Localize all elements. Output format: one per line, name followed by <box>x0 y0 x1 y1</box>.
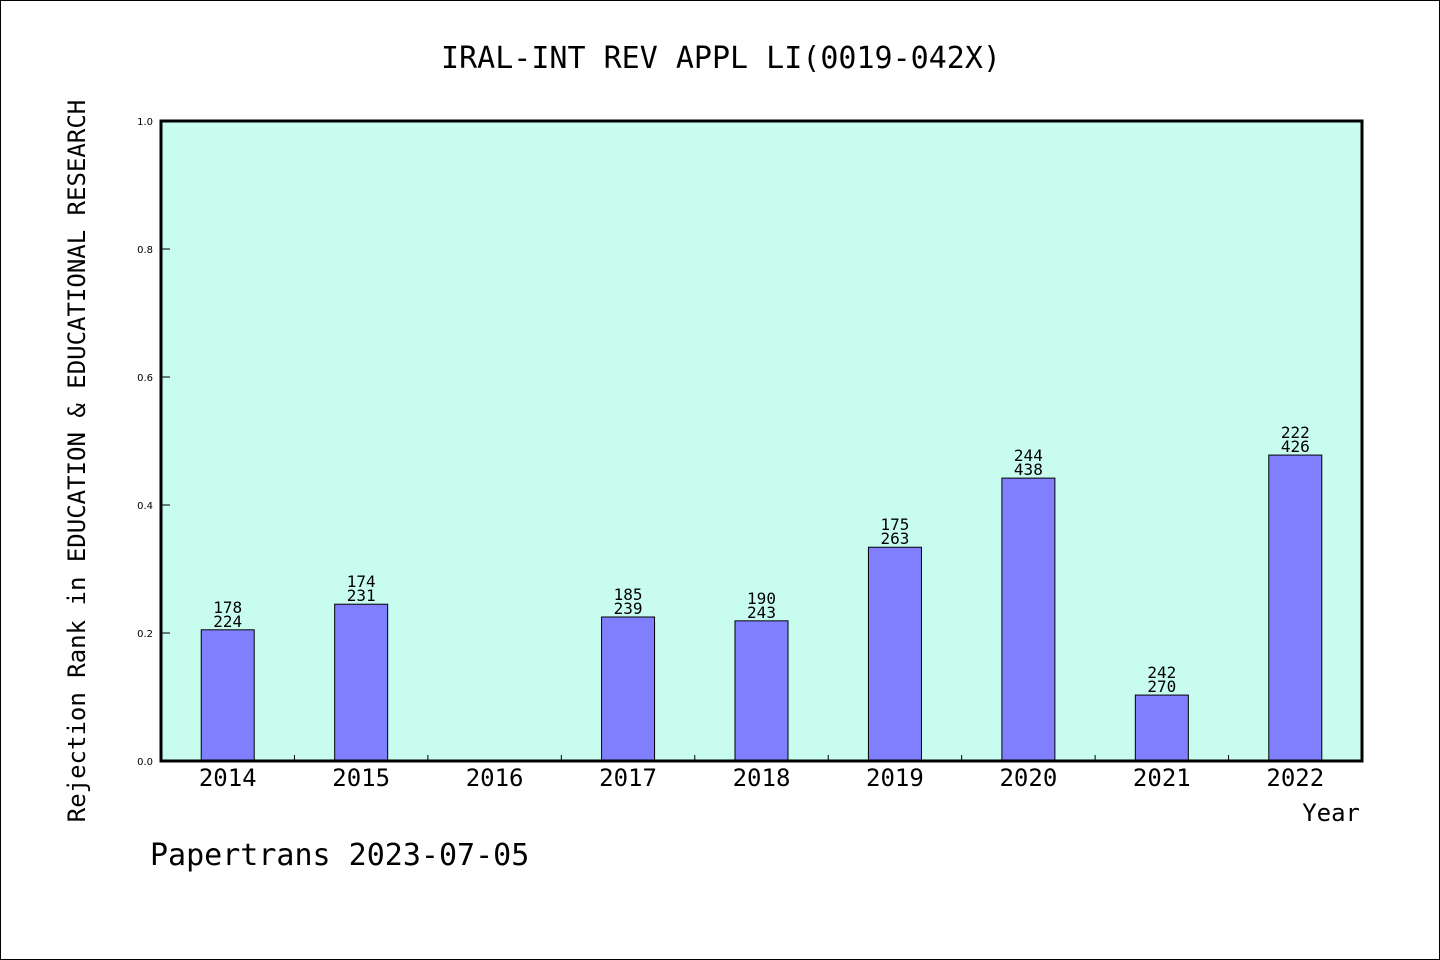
bar-label-top: 242 <box>1147 663 1176 682</box>
y-tick-label: 0.4 <box>137 501 153 512</box>
x-tick-label: 2016 <box>466 764 524 792</box>
x-tick-label: 2019 <box>866 764 924 792</box>
bar-label-bottom: 243 <box>747 603 776 622</box>
y-tick-label: 0.2 <box>137 629 153 640</box>
bar-label-top: 175 <box>880 515 909 534</box>
bar-label-top: 190 <box>747 589 776 608</box>
bar-label-top: 178 <box>213 598 242 617</box>
bar-label-top: 174 <box>347 572 376 591</box>
bar <box>1268 454 1323 762</box>
bar <box>867 546 922 762</box>
x-tick-label: 2015 <box>332 764 390 792</box>
bar-label-bottom: 239 <box>614 599 643 618</box>
y-tick-label: 1.0 <box>137 117 153 128</box>
x-tick-label: 2014 <box>199 764 257 792</box>
bar-label-bottom: 270 <box>1147 677 1176 696</box>
footer-credit: Papertrans 2023-07-05 <box>150 838 529 873</box>
bar-label-bottom: 224 <box>213 612 242 631</box>
bar <box>200 629 255 762</box>
x-axis-label: Year <box>1302 799 1360 827</box>
bar-label-bottom: 231 <box>347 586 376 605</box>
x-tick-label: 2018 <box>733 764 791 792</box>
ticks-layer: 0.0 0.2 0.4 0.6 0.8 1.0 2014 2015 2016 2017 2018 20… <box>137 117 1324 792</box>
bar <box>334 603 389 762</box>
x-tick-label: 2021 <box>1133 764 1191 792</box>
bar <box>601 616 656 762</box>
chart-title: IRAL-INT REV APPL LI(0019-042X) <box>441 41 1001 76</box>
y-tick-label: 0.0 <box>137 757 153 768</box>
bar-label-bottom: 426 <box>1281 437 1310 456</box>
y-tick-label: 0.8 <box>137 245 153 256</box>
bar-label-top: 185 <box>614 585 643 604</box>
x-tick-label: 2017 <box>599 764 657 792</box>
bar <box>1001 477 1056 762</box>
y-tick-label: 0.6 <box>137 373 153 384</box>
bar-label-bottom: 438 <box>1014 460 1043 479</box>
bar <box>1134 694 1189 762</box>
plot-frame <box>159 119 1364 763</box>
bar-label-bottom: 263 <box>880 529 909 548</box>
bar-label-top: 244 <box>1014 446 1043 465</box>
x-tick-label: 2020 <box>999 764 1057 792</box>
bar-label-top: 222 <box>1281 423 1310 442</box>
y-axis-label: Rejection Rank in EDUCATION & EDUCATIONA… <box>63 100 91 822</box>
x-tick-label: 2022 <box>1266 764 1324 792</box>
bar <box>734 620 789 762</box>
